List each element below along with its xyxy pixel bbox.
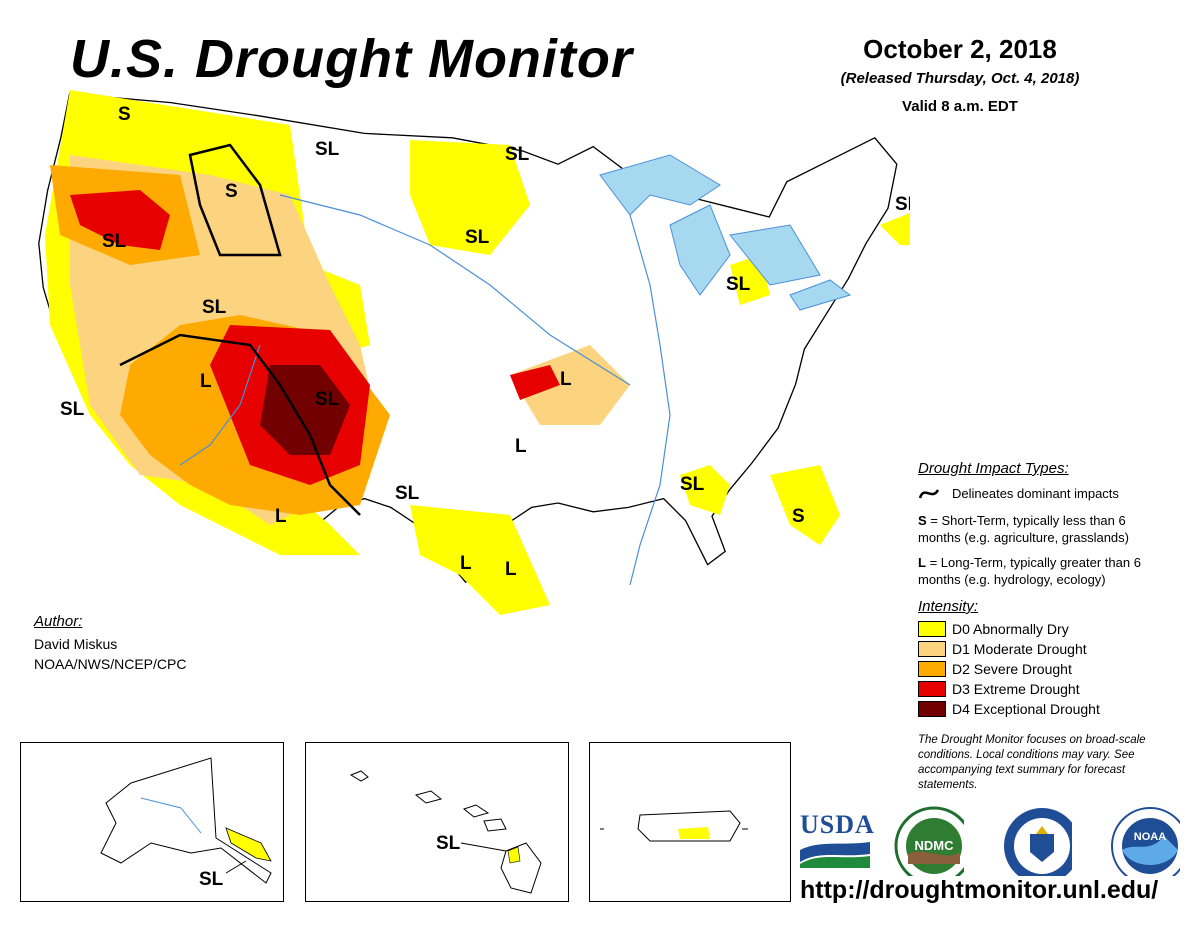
legend-d2: D2 Severe Drought: [918, 660, 1178, 678]
usda-logo: USDA: [800, 810, 874, 873]
impact-line-legend: Delineates dominant impacts: [918, 485, 1158, 502]
impact-label: SL: [60, 399, 85, 420]
long-term-desc: = Long-Term, typically greater than 6 mo…: [918, 555, 1141, 587]
short-term-legend: S = Short-Term, typically less than 6 mo…: [918, 512, 1158, 546]
page-title: U.S. Drought Monitor: [70, 29, 633, 89]
drought-d1-mo: [510, 345, 630, 425]
impact-label: L: [200, 371, 212, 392]
impact-label: L: [515, 436, 527, 457]
swatch-d1: [918, 641, 946, 657]
intensity-heading: Intensity:: [918, 598, 979, 615]
legend-label-d4: D4 Exceptional Drought: [952, 701, 1100, 717]
puerto-rico-inset: [589, 742, 791, 902]
impact-label: SL: [895, 194, 910, 215]
swatch-d4: [918, 701, 946, 717]
legend-label-d1: D1 Moderate Drought: [952, 641, 1087, 657]
missouri-river: [279, 194, 631, 386]
short-term-desc: = Short-Term, typically less than 6 mont…: [918, 513, 1129, 545]
disclaimer-note: The Drought Monitor focuses on broad-sca…: [918, 734, 1146, 791]
impact-label: SL: [680, 474, 705, 495]
author-name: David Miskus: [34, 636, 118, 652]
impact-label: L: [505, 559, 517, 580]
impact-types-heading: Drought Impact Types:: [918, 460, 1069, 477]
impact-line-desc: Delineates dominant impacts: [952, 486, 1119, 501]
legend-d1: D1 Moderate Drought: [918, 640, 1178, 658]
drought-d0-tx: [410, 505, 550, 615]
drought-d0-se: [680, 465, 840, 545]
hawaii-impact-label: SL: [436, 833, 461, 854]
impact-label: SL: [315, 139, 340, 160]
map-date: October 2, 2018: [863, 34, 1057, 64]
conus-drought-map: S SL SL S SL SL SL SL SL SL L SL L L SL …: [38, 90, 910, 615]
impact-label: SL: [395, 483, 420, 504]
impact-label: S: [792, 506, 805, 527]
website-link[interactable]: http://droughtmonitor.unl.edu/: [800, 876, 1159, 904]
author-heading: Author:: [34, 613, 83, 630]
legend-d4: D4 Exceptional Drought: [918, 700, 1178, 718]
alaska-inset: SL: [20, 742, 284, 902]
svg-text:NDMC: NDMC: [915, 838, 955, 853]
swatch-d2: [918, 661, 946, 677]
release-date: (Released Thursday, Oct. 4, 2018): [840, 70, 1080, 87]
legend-label-d2: D2 Severe Drought: [952, 661, 1072, 677]
impact-label: L: [460, 553, 472, 574]
impact-label: S: [118, 104, 131, 125]
long-term-legend: L = Long-Term, typically greater than 6 …: [918, 554, 1158, 588]
mississippi-river: [629, 214, 671, 586]
impact-label: SL: [465, 227, 490, 248]
swatch-d0: [918, 621, 946, 637]
svg-text:NOAA: NOAA: [1134, 831, 1166, 843]
alaska-map: SL: [100, 757, 272, 890]
short-term-key: S: [918, 513, 927, 528]
impact-line-nw: [188, 143, 282, 257]
impact-label: S: [225, 181, 238, 202]
legend-d0: D0 Abnormally Dry: [918, 620, 1178, 638]
drought-d3-mo: [510, 365, 560, 400]
impact-line-icon: [918, 488, 940, 498]
commerce-seal-icon: [1004, 808, 1072, 876]
valid-time: Valid 8 a.m. EDT: [902, 98, 1018, 115]
ndmc-logo: NDMC: [894, 806, 964, 876]
hawaii-map: SL: [349, 770, 542, 894]
impact-label: SL: [202, 297, 227, 318]
impact-label: SL: [315, 389, 340, 410]
legend-label-d3: D3 Extreme Drought: [952, 681, 1080, 697]
noaa-logo: NOAA: [1111, 807, 1180, 876]
impact-label: SL: [102, 231, 127, 252]
long-term-key: L: [918, 555, 926, 570]
legend-d3: D3 Extreme Drought: [918, 680, 1178, 698]
impact-label: SL: [505, 144, 530, 165]
legend-label-d0: D0 Abnormally Dry: [952, 621, 1069, 637]
impact-line-west: [119, 333, 361, 516]
impact-label: SL: [726, 274, 751, 295]
swatch-d3: [918, 681, 946, 697]
colorado-river: [179, 344, 261, 466]
author-org: NOAA/NWS/NCEP/CPC: [34, 656, 187, 672]
alaska-impact-label: SL: [199, 869, 224, 890]
impact-label: L: [275, 506, 287, 527]
impact-label: L: [560, 369, 572, 390]
drought-d0-nd: [410, 140, 530, 255]
great-lakes: [599, 154, 852, 311]
puerto-rico-map: [600, 810, 748, 842]
drought-d0-ne: [880, 213, 910, 245]
hawaii-inset: SL: [305, 742, 569, 902]
drought-d3-or: [70, 190, 170, 250]
